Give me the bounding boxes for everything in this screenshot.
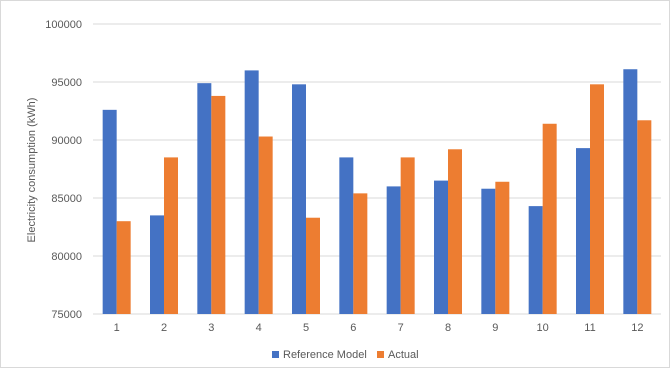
y-tick-label: 80000 [51,251,82,263]
bar-reference-model-3 [197,83,212,314]
gridlines [93,23,661,315]
bar-actual-10 [542,123,557,314]
bar-actual-8 [448,149,462,314]
bar-actual-2 [164,157,178,314]
bar-reference-model-5 [292,84,306,314]
y-axis-ticks: 75000 80000 85000 90000 95000 100000 [45,19,82,321]
x-tick-label: 3 [208,322,214,334]
x-tick-label: 2 [161,322,167,334]
x-tick-label: 6 [350,322,356,334]
bar-actual-12 [637,120,652,314]
x-tick-label: 1 [114,322,120,334]
legend-label: Actual [388,349,419,361]
x-tick-label: 12 [631,322,643,334]
x-tick-label: 5 [303,322,309,334]
y-axis-title: Electricity consumption (kWh) [26,98,38,243]
bar-reference-model-7 [386,186,401,314]
bar-reference-model-4 [244,70,259,315]
bar-reference-model-8 [434,180,448,314]
bar-reference-model-10 [528,206,543,314]
x-tick-label: 8 [445,322,451,334]
x-tick-label: 10 [537,322,549,334]
bar-actual-5 [306,217,320,314]
bar-actual-3 [211,95,226,314]
bar-reference-model-9 [481,188,496,314]
bar-reference-model-2 [150,215,164,314]
y-tick-label: 75000 [51,309,82,321]
x-tick-label: 7 [398,322,404,334]
legend-swatch [272,351,279,358]
y-tick-label: 90000 [51,135,82,147]
x-tick-label: 9 [492,322,498,334]
y-tick-label: 85000 [51,193,82,205]
legend-label: Reference Model [283,349,367,361]
bar-actual-9 [495,181,510,314]
y-tick-label: 95000 [51,77,82,89]
bars [102,69,652,315]
x-tick-label: 11 [584,322,595,334]
bar-reference-model-11 [576,148,590,314]
x-axis-ticks: 1 2 3 4 5 6 7 8 9 10 11 12 [114,322,644,334]
bar-reference-model-12 [623,69,638,315]
bar-reference-model-6 [339,157,354,314]
bar-actual-6 [353,193,368,314]
bar-actual-11 [590,84,604,314]
bar-actual-1 [116,221,131,314]
legend-swatch [377,351,384,358]
bar-actual-4 [258,136,273,314]
x-tick-label: 4 [256,322,262,334]
y-tick-label: 100000 [45,19,82,31]
bar-actual-7 [400,157,415,314]
bar-reference-model-1 [102,109,117,314]
legend: Reference Model Actual [272,349,419,361]
